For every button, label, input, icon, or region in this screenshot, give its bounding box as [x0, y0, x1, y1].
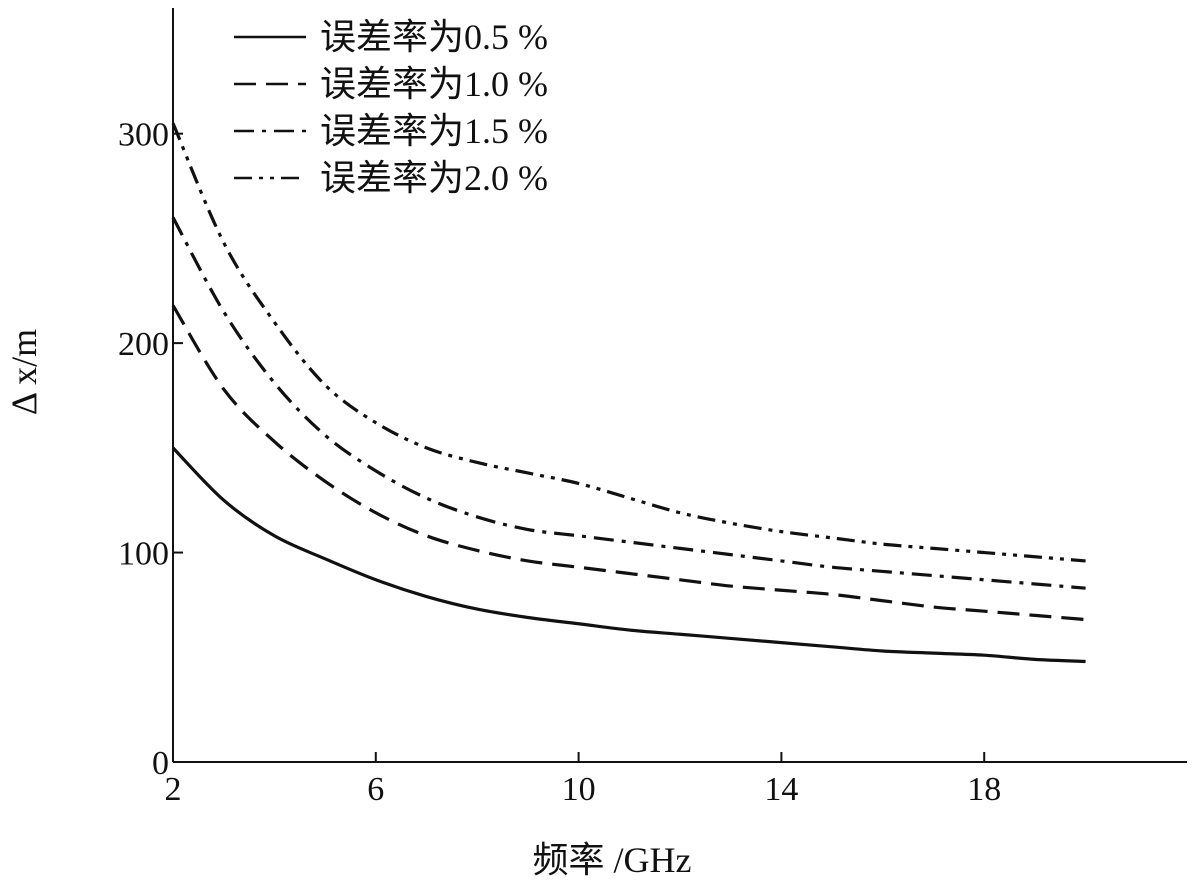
y-tick-label: 300 [118, 117, 169, 154]
series-group [171, 122, 1086, 664]
legend-label-3: 误差率为1.5 % [320, 111, 548, 151]
y-tick-label: 0 [152, 745, 169, 782]
legend: 误差率为0.5 % 误差率为1.0 % 误差率为1.5 % 误差率为2.0 % [234, 17, 548, 198]
x-tick-label: 14 [764, 771, 798, 808]
legend-label-4: 误差率为2.0 % [320, 158, 548, 198]
legend-label-1: 误差率为0.5 % [320, 17, 548, 57]
series-line-4 [171, 122, 1086, 563]
legend-label-2: 误差率为1.0 % [320, 64, 548, 104]
y-tick-label: 100 [118, 536, 169, 573]
series-line-3 [171, 216, 1086, 590]
y-axis-label: Δ x/m [4, 329, 44, 415]
x-tick-label: 2 [165, 771, 182, 808]
y-tick-label: 200 [118, 326, 169, 363]
x-axis-label: 频率 /GHz [533, 840, 692, 880]
series-line-1 [171, 446, 1086, 664]
x-tick-label: 10 [562, 771, 596, 808]
ticks: 0 100 200 300 2 6 10 14 18 [118, 117, 1001, 808]
x-tick-label: 18 [967, 771, 1001, 808]
x-tick-label: 6 [367, 771, 384, 808]
series-line-2 [171, 304, 1086, 622]
